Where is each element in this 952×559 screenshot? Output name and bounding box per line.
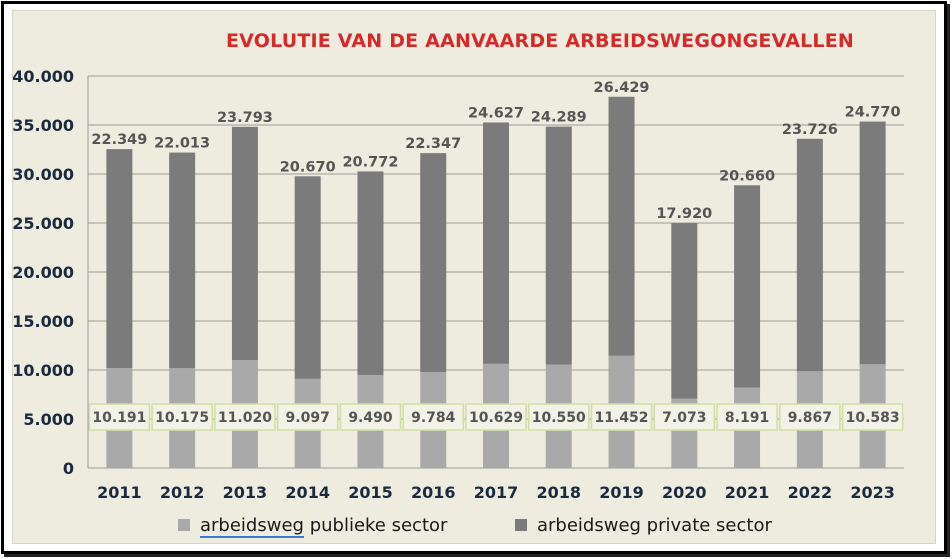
public-label-box: [88, 403, 151, 431]
legend-label-private: arbeidsweg private sector: [537, 514, 772, 536]
bar-private-2014: [294, 176, 321, 379]
bar-private-2013: [231, 126, 258, 361]
x-tick-label: 2022: [788, 483, 833, 502]
chart-title: EVOLUTIE VAN DE AANVAARDE ARBEIDSWEGONGE…: [225, 30, 854, 52]
private-value-label: 23.726: [782, 122, 838, 138]
legend-item-public: arbeidsweg publieke sector: [178, 512, 447, 538]
public-label-box: [339, 403, 402, 431]
x-tick-label: 2018: [537, 483, 582, 502]
public-value-label: 10.550: [532, 410, 586, 426]
private-value-label: 24.627: [468, 105, 524, 121]
public-label-box: [590, 403, 653, 431]
private-value-label: 22.347: [405, 136, 461, 152]
public-value-label: 10.175: [155, 410, 209, 426]
y-tick-label: 30.000: [12, 165, 74, 184]
x-tick-label: 2019: [599, 483, 644, 502]
y-tick-label: 5.000: [23, 410, 74, 429]
private-value-label: 24.289: [531, 110, 587, 126]
public-value-label: 11.020: [218, 410, 272, 426]
public-label-box: [841, 403, 904, 431]
public-label-box: [528, 403, 590, 431]
y-axis-ticks: 0 5.000 10.000 15.000 20.000 25.000 30.000 35.0…: [12, 67, 74, 478]
bar-private-2021: [734, 185, 761, 388]
public-value-label: 8.191: [725, 410, 769, 426]
public-value-label: 9.784: [411, 410, 456, 426]
public-value-label: 11.452: [595, 410, 649, 426]
x-tick-label: 2023: [850, 483, 895, 502]
x-tick-label: 2016: [411, 483, 456, 502]
bar-private-2011: [106, 149, 133, 369]
public-label-box: [402, 403, 464, 431]
public-label-box: [214, 403, 276, 431]
private-value-label: 23.793: [217, 110, 273, 126]
y-tick-label: 25.000: [12, 214, 74, 233]
public-label-box: [716, 403, 778, 431]
bar-private-2017: [483, 122, 509, 364]
bar-private-2023: [859, 121, 886, 365]
public-value-label: 9.867: [788, 410, 832, 426]
private-value-label: 20.660: [719, 168, 775, 184]
y-tick-label: 35.000: [12, 116, 74, 135]
public-label-box: [779, 403, 841, 431]
y-tick-label: 0: [63, 459, 74, 478]
x-tick-label: 2021: [725, 483, 770, 502]
chart-panel: [12, 10, 936, 544]
public-value-label: 10.583: [846, 410, 900, 426]
x-tick-label: 2011: [97, 483, 142, 502]
legend-swatch-private: [515, 519, 527, 531]
private-value-label: 17.920: [656, 206, 712, 222]
public-label-box: [653, 403, 716, 431]
y-tick-label: 20.000: [12, 263, 74, 282]
public-value-label: 9.097: [286, 410, 330, 426]
private-value-label: 22.349: [91, 132, 147, 148]
legend-label-public-word: arbeidsweg: [200, 514, 304, 538]
bar-private-2012: [169, 152, 196, 369]
private-value-label: 24.770: [845, 105, 901, 121]
bar-private-2016: [420, 153, 447, 373]
y-tick-label: 15.000: [12, 312, 74, 331]
legend-item-private: arbeidsweg private sector: [515, 512, 772, 538]
bar-private-2015: [357, 171, 384, 375]
private-value-label: 20.772: [342, 154, 398, 170]
x-tick-label: 2015: [348, 483, 393, 502]
x-tick-label: 2013: [223, 483, 268, 502]
x-tick-label: 2017: [474, 483, 519, 502]
public-label-box: [465, 403, 527, 431]
public-value-label: 10.629: [469, 410, 523, 426]
x-tick-label: 2012: [160, 483, 205, 502]
legend-label-public: arbeidsweg publieke sector: [200, 514, 448, 538]
private-value-label: 20.670: [280, 159, 336, 175]
y-tick-label: 10.000: [12, 361, 74, 380]
legend-label-public-rest: publieke sector: [303, 514, 448, 536]
public-label-box: [151, 403, 213, 431]
y-tick-label: 40.000: [12, 67, 74, 86]
private-value-label: 26.429: [594, 80, 650, 96]
public-value-label: 10.191: [92, 410, 146, 426]
bar-private-2022: [796, 138, 823, 372]
private-value-label: 22.013: [154, 136, 210, 152]
public-label-box: [276, 403, 339, 431]
public-value-label: 7.073: [662, 410, 706, 426]
bar-private-2019: [608, 96, 635, 356]
bar-private-2018: [545, 126, 572, 365]
x-tick-label: 2014: [285, 483, 330, 502]
x-axis-ticks: 2011 2012 2013 2014 2015 2016 2017 2018 2019 2020…: [97, 483, 895, 502]
x-tick-label: 2020: [662, 483, 707, 502]
public-value-label: 9.490: [348, 410, 393, 426]
bar-private-2020: [671, 223, 698, 399]
data-labels: 10.191 22.349 10.175 22.013 11.020 23.793 9.09…: [88, 80, 904, 431]
legend-swatch-public: [178, 519, 190, 531]
